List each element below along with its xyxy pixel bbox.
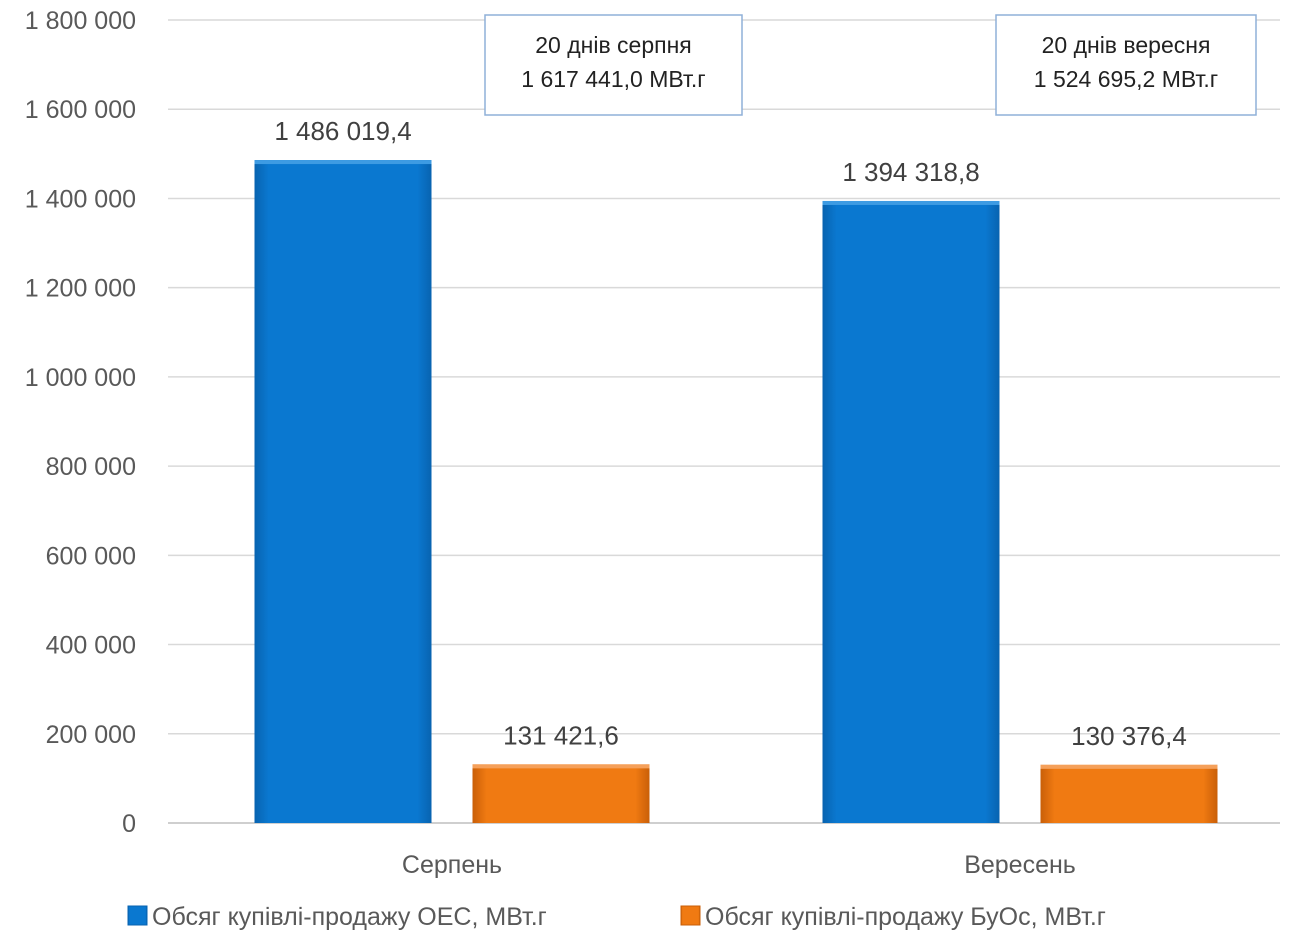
- y-tick-label: 600 000: [46, 542, 136, 570]
- y-tick-label: 800 000: [46, 453, 136, 481]
- x-axis: Серпень Вересень: [402, 851, 1076, 879]
- y-tick-label: 1 600 000: [25, 96, 136, 124]
- data-label: 130 376,4: [1071, 721, 1187, 751]
- annotations: 20 днів серпня 1 617 441,0 МВт.г 20 днів в…: [484, 14, 1257, 116]
- bar-top-highlight: [822, 200, 1000, 205]
- y-tick-label: 1 000 000: [25, 364, 136, 392]
- y-tick-label: 200 000: [46, 721, 136, 749]
- data-labels: 1 486 019,4 131 421,6 1 394 318,8 130 376,4: [274, 116, 1187, 751]
- legend: Обсяг купівлі-продажу ОЕС, МВт.г Обсяг ку…: [127, 903, 1106, 931]
- y-tick-label: 1 800 000: [25, 7, 136, 35]
- annotation-line-1: 20 днів серпня: [535, 32, 692, 58]
- bar: [472, 764, 650, 823]
- y-tick-label: 400 000: [46, 632, 136, 660]
- annotation-box: [995, 14, 1257, 116]
- y-tick-label: 1 200 000: [25, 275, 136, 303]
- legend-label: Обсяг купівлі-продажу ОЕС, МВт.г: [152, 903, 547, 931]
- data-label: 1 486 019,4: [274, 116, 411, 146]
- category-label: Серпень: [402, 851, 502, 879]
- bars: [254, 160, 1218, 824]
- legend-label: Обсяг купівлі-продажу БуОс, МВт.г: [705, 903, 1106, 931]
- bar: [254, 160, 432, 823]
- data-label: 1 394 318,8: [842, 157, 979, 187]
- annotation-line-2: 1 617 441,0 МВт.г: [521, 66, 705, 92]
- annotation-box: [484, 14, 743, 116]
- legend-swatch: [127, 905, 148, 926]
- annotation-line-1: 20 днів вересня: [1042, 32, 1211, 58]
- y-tick-label: 1 400 000: [25, 185, 136, 213]
- bar-top-highlight: [472, 764, 650, 769]
- y-tick-label: 0: [122, 810, 136, 838]
- bar-top-highlight: [254, 160, 432, 165]
- bar: [1040, 764, 1218, 823]
- annotation-line-2: 1 524 695,2 МВт.г: [1034, 66, 1218, 92]
- legend-swatch: [680, 905, 701, 926]
- bar: [822, 200, 1000, 824]
- category-label: Вересень: [964, 851, 1076, 879]
- data-label: 131 421,6: [503, 720, 619, 750]
- y-axis: 0 200 000 400 000 600 000 800 000 1 000 000 1 …: [25, 7, 136, 838]
- bar-top-highlight: [1040, 764, 1218, 769]
